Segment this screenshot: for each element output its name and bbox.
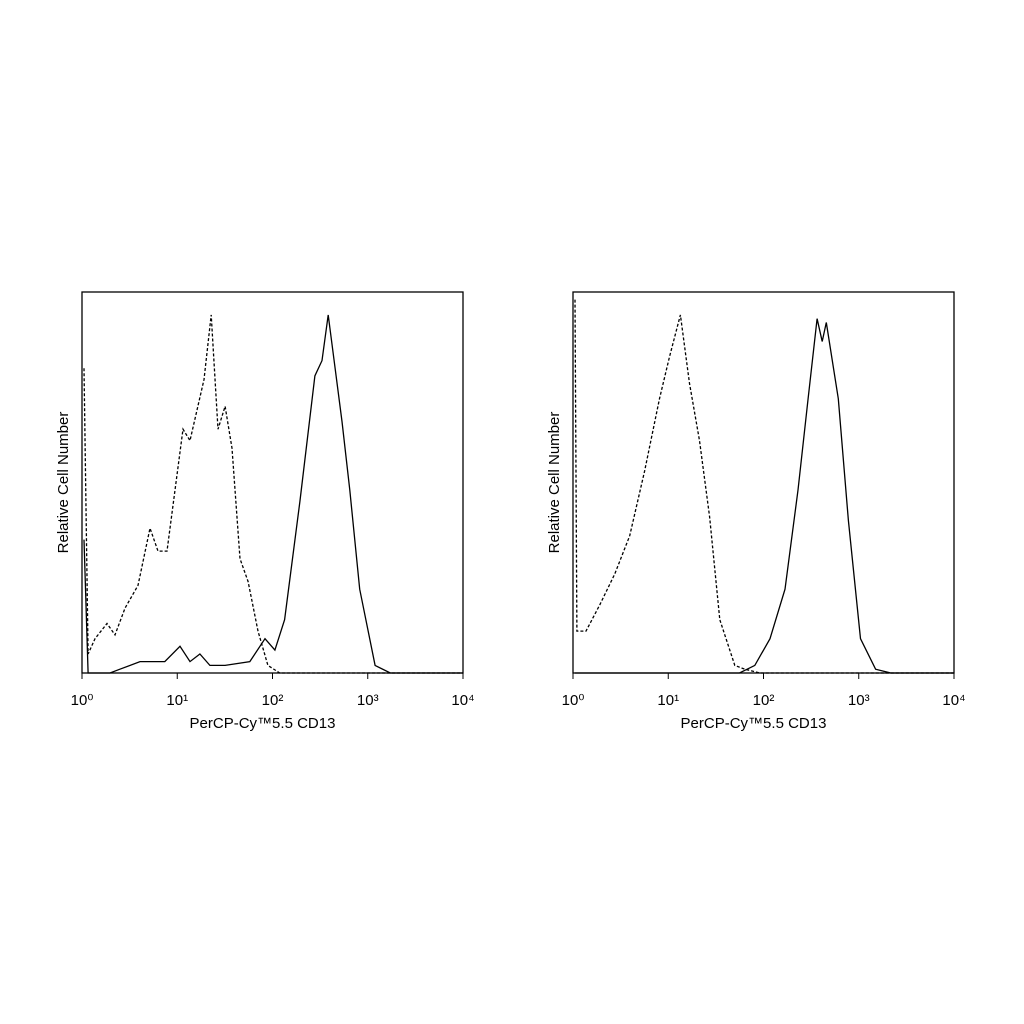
x-axis-label: PerCP-Cy™5.5 CD13 xyxy=(190,715,336,732)
histogram-line xyxy=(575,318,954,674)
x-tick-label: 10¹ xyxy=(657,692,679,709)
x-tick-label: 10⁰ xyxy=(71,692,94,709)
histogram-line xyxy=(574,299,954,674)
plot-frame xyxy=(572,291,955,674)
plot-frame xyxy=(81,291,464,674)
x-tick-label: 10⁰ xyxy=(562,692,585,709)
x-tick-label: 10⁴ xyxy=(451,692,474,709)
panel: 10⁰ 10¹ 10² 10³ 10⁴ PerCP-Cy™5.5 CD13 Relative… xyxy=(546,291,966,732)
x-tick-label: 10³ xyxy=(357,692,379,709)
histogram-line xyxy=(83,314,463,674)
x-tick-label: 10¹ xyxy=(166,692,188,709)
y-axis-label: Relative Cell Number xyxy=(55,412,72,554)
x-tick-label: 10⁴ xyxy=(942,692,965,709)
x-tick-label: 10² xyxy=(753,692,775,709)
histogram-line xyxy=(83,314,463,674)
x-tick-label: 10³ xyxy=(848,692,870,709)
y-axis-label: Relative Cell Number xyxy=(546,412,563,554)
panel: 10⁰ 10¹ 10² 10³ 10⁴ PerCP-Cy™5.5 CD13 Relative… xyxy=(55,291,475,732)
x-tick-label: 10² xyxy=(262,692,284,709)
x-axis-label: PerCP-Cy™5.5 CD13 xyxy=(681,715,827,732)
